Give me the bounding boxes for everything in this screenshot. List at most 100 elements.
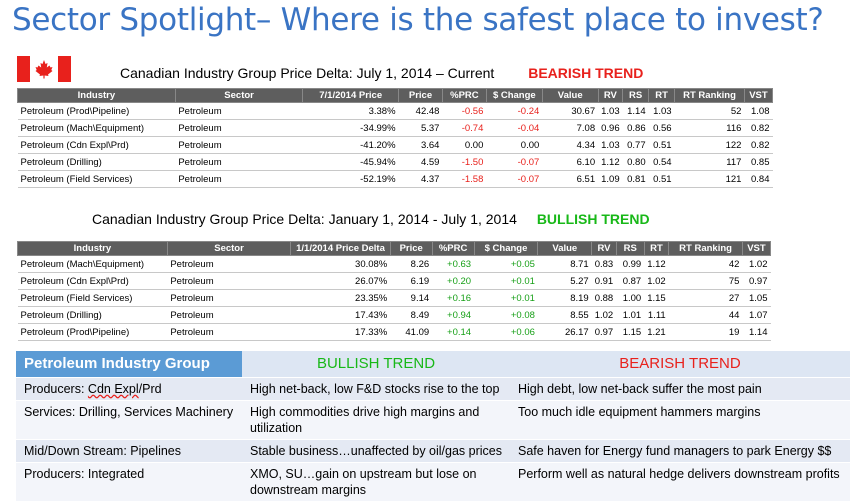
table-cell: +0.20 [432,272,475,290]
column-header: Sector [166,241,292,256]
table-cell: -45.94% [302,153,399,171]
table-header-row: Industry Sector 7/1/2014 Price Price %PRC $ C… [17,88,774,103]
table-cell: 0.81 [622,170,649,188]
table-cell: -0.24 [486,102,543,120]
table-cell: -0.04 [486,119,543,137]
table-cell: -0.07 [486,170,543,188]
table-cell: 26.17 [537,323,592,341]
summary-bearish: High debt, low net-back suffer the most … [510,376,850,400]
table-cell: Petroleum [167,323,291,341]
table-cell: 8.55 [537,306,592,324]
summary-bearish: Safe haven for Energy fund managers to p… [510,438,850,462]
table-cell: 0.54 [648,153,675,171]
column-header: Industry [17,88,176,103]
section1-trend: BEARISH TREND [528,65,644,81]
table-cell: 1.08 [744,102,773,120]
table-cell: 42.48 [398,102,443,120]
spellcheck-underline: Cdn Expl [87,381,139,396]
summary-row: Producers: Integrated XMO, SU…gain on up… [16,461,850,501]
table-cell: 0.82 [744,136,773,154]
table-cell: +0.08 [474,306,538,324]
table-cell: 7.08 [542,119,599,137]
section2-caption-text: Canadian Industry Group Price Delta: Jan… [92,211,517,227]
table-cell: 122 [674,136,745,154]
column-header: RV [597,88,624,103]
table-header-row: Industry Sector 1/1/2014 Price Delta Price%… [17,241,772,256]
table-cell: Petroleum (Field Services) [17,170,176,188]
table-cell: 3.64 [398,136,443,154]
table-cell: 27 [668,289,743,307]
table-cell: 0.00 [442,136,487,154]
table-cell: Petroleum [175,153,303,171]
column-header: 1/1/2014 Price Delta [290,241,391,256]
table-row: Petroleum (Field Services) Petroleum -52.1… [17,170,773,188]
column-header: RV [591,241,617,256]
column-header: $ Change [485,88,543,103]
table-cell: 0.86 [622,119,649,137]
table-cell: 1.02 [591,306,617,324]
column-header: Value [537,241,593,256]
table-cell: 8.19 [537,289,592,307]
column-header: Value [541,88,599,103]
table-price-delta-ytd: Industry Sector 1/1/2014 Price Delta Price%… [17,241,772,341]
table-cell: Petroleum (Prod\Pipeline) [17,102,176,120]
table-cell: 1.12 [644,255,669,273]
summary-group: Services: Drilling, Services Machinery [16,399,242,439]
table-cell: 0.77 [622,136,649,154]
table-row: Petroleum (Prod\Pipeline) Petroleum 17.33%… [17,323,771,341]
table-cell: Petroleum (Mach\Equipment) [17,119,176,137]
table-cell: 0.96 [598,119,623,137]
table-cell: 1.02 [644,272,669,290]
table-cell: 1.14 [742,323,771,341]
table-cell: Petroleum (Drilling) [17,306,168,324]
table-cell: 0.88 [591,289,617,307]
column-header: RT [643,241,670,256]
table-cell: 0.82 [744,119,773,137]
section2-trend: BULLISH TREND [536,211,650,227]
table-cell: Petroleum (Field Services) [17,289,168,307]
table-cell: 6.51 [542,170,599,188]
table-cell: -0.07 [486,153,543,171]
summary-group: Producers: Cdn Expl/Prd [16,376,242,400]
table-cell: Petroleum [167,289,291,307]
table-cell: 19 [668,323,743,341]
table-cell: 30.67 [542,102,599,120]
column-header: %PRC [431,241,475,256]
table-row: Petroleum (Drilling) Petroleum -45.94% 4.59… [17,153,773,171]
table-cell: 26.07% [290,272,391,290]
table-cell: 1.12 [598,153,623,171]
summary-group: Mid/Down Stream: Pipelines [16,438,242,462]
table-cell: 0.97 [591,323,617,341]
summary-bearish: Perform well as natural hedge delivers d… [510,461,850,501]
canada-flag-icon [17,56,71,82]
table-cell: 23.35% [290,289,391,307]
summary-bullish: High commodities drive high margins and … [242,399,510,439]
table-cell: 4.34 [542,136,599,154]
table-cell: 1.02 [742,255,771,273]
table-cell: 3.38% [302,102,399,120]
table-cell: 75 [668,272,743,290]
table-cell: 1.15 [644,289,669,307]
table-cell: 1.09 [598,170,623,188]
table-cell: Petroleum [175,119,303,137]
table-cell: 4.37 [398,170,443,188]
table-row: Petroleum (Prod\Pipeline) Petroleum 3.38% 4… [17,102,773,120]
table-row: Petroleum (Cdn Expl\Prd) Petroleum 26.07% 6… [17,272,771,290]
table-cell: 0.91 [591,272,617,290]
table-cell: +0.63 [432,255,475,273]
table-cell: -34.99% [302,119,399,137]
table-cell: -41.20% [302,136,399,154]
table-cell: +0.14 [432,323,475,341]
table-cell: +0.05 [474,255,538,273]
section1-caption: Canadian Industry Group Price Delta: Jul… [120,65,643,81]
table-cell: +0.94 [432,306,475,324]
summary-table: Petroleum Industry Group BULLISH TREND B… [16,351,850,501]
table-cell: 1.15 [616,323,645,341]
column-header: Price [398,88,443,103]
table-cell: +0.06 [474,323,538,341]
table-cell: 1.07 [742,306,771,324]
table-cell: -1.58 [442,170,487,188]
page-title: Sector Spotlight– Where is the safest pl… [12,2,824,38]
table-cell: Petroleum (Drilling) [17,153,176,171]
section2-caption: Canadian Industry Group Price Delta: Jan… [92,211,650,227]
